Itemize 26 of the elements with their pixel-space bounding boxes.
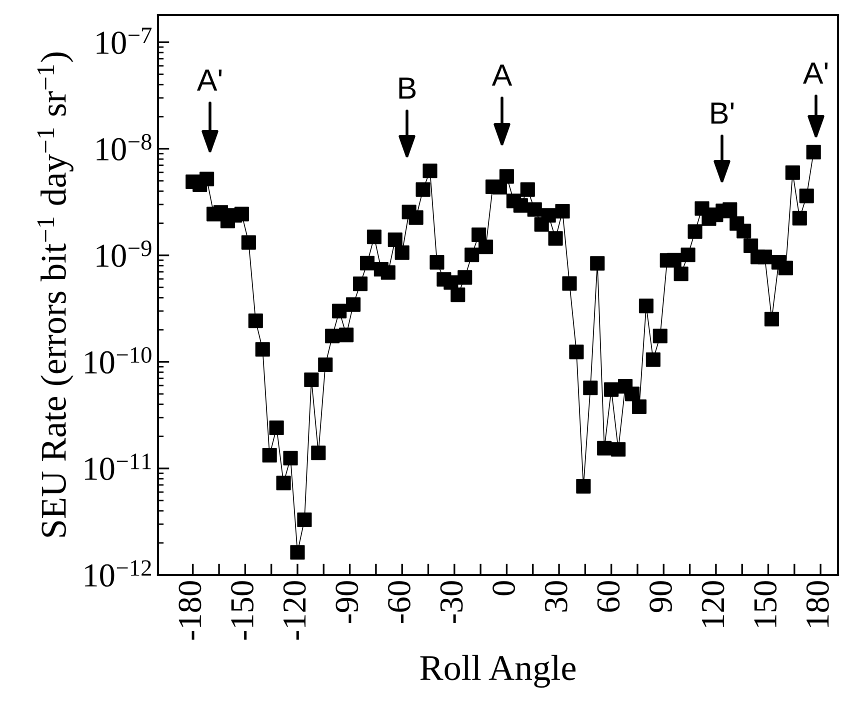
y-axis-title: SEU Rate (errors bit$^{−1}$ day$^{−1}$ sr$^{−1}$)	[37, 52, 74, 537]
x-tick-label: -150	[231, 581, 254, 640]
annotation: B	[399, 78, 416, 99]
x-tick-label: 150	[754, 581, 777, 627]
x-tick-label: -60	[388, 581, 410, 624]
y-tick-label: 10$^{−7}$	[96, 28, 152, 54]
y-tick-label: 10$^{−8}$	[96, 134, 152, 161]
x-tick-label: 30	[544, 581, 568, 612]
x-tick-label: 0	[492, 581, 516, 596]
annotation: A'	[196, 70, 222, 91]
x-tick-label: 120	[702, 581, 724, 627]
x-tick-label: -90	[336, 581, 358, 624]
x-tick-label: 60	[597, 581, 620, 612]
y-tick-label: 10$^{−11}$	[85, 454, 151, 480]
x-tick-label: 180	[806, 581, 829, 627]
y-tick-label: 10$^{−9}$	[96, 240, 152, 268]
x-axis-title: Roll Angle	[420, 654, 576, 688]
x-tick-label: -180	[178, 581, 202, 640]
annotation: A'	[802, 62, 828, 84]
annotation: A	[492, 64, 512, 86]
annotation: B'	[711, 102, 734, 124]
x-tick-label: -120	[283, 581, 306, 640]
y-tick-label: 10$^{−12}$	[85, 560, 151, 587]
y-tick-label: 10$^{−10}$	[85, 347, 152, 374]
x-tick-label: -30	[440, 581, 463, 624]
x-tick-label: 90	[649, 581, 672, 612]
